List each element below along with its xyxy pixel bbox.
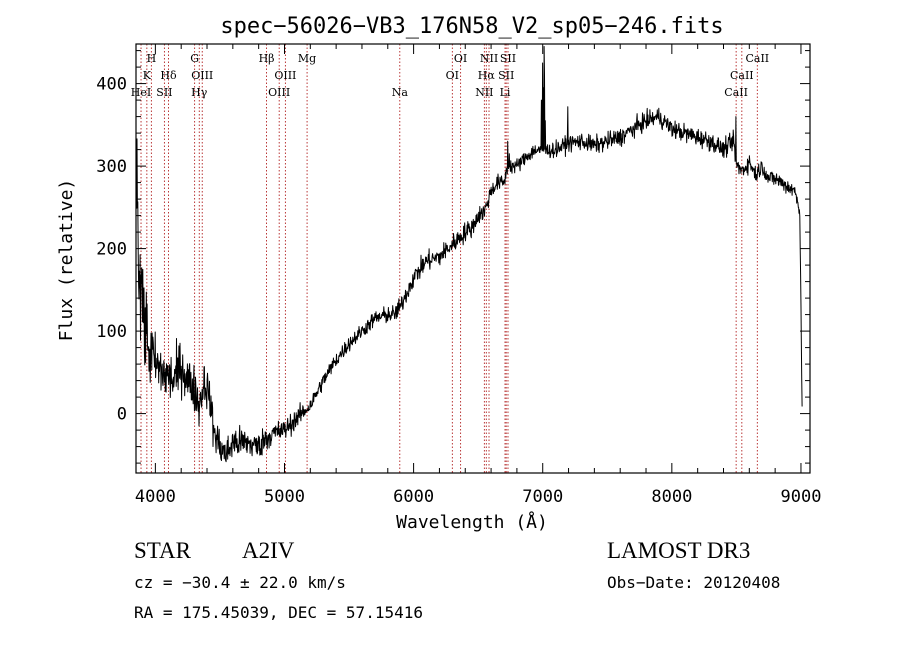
x-tick-label: 9000: [780, 487, 821, 507]
line-label: SII: [500, 52, 516, 65]
line-label: Hδ: [160, 69, 177, 82]
line-label: OIII: [191, 69, 213, 82]
line-label: SII: [156, 86, 172, 99]
line-label: OI: [446, 69, 459, 82]
line-label: OIII: [274, 69, 296, 82]
line-label: NII: [475, 86, 493, 99]
y-tick-label: 0: [117, 405, 127, 425]
y-tick-label: 100: [96, 322, 127, 342]
line-label: CaII: [724, 86, 748, 99]
line-label: OIII: [268, 86, 290, 99]
survey-name: LAMOST DR3: [607, 538, 751, 563]
line-label: SII: [498, 69, 514, 82]
line-label: CaII: [745, 52, 769, 65]
object-subclass: A2IV: [242, 538, 295, 563]
chart-title: spec−56026−VB3_176N58_V2_sp05−246.fits: [220, 14, 723, 39]
line-label: CaII: [730, 69, 754, 82]
line-markers: [140, 44, 758, 473]
y-tick-label: 300: [96, 157, 127, 177]
x-tick-label: 7000: [522, 487, 563, 507]
line-label: NII: [480, 52, 498, 65]
sky-coordinates: RA = 175.45039, DEC = 57.15416: [134, 603, 423, 622]
y-axis-label: Flux (relative): [56, 179, 77, 342]
plot-frame: [135, 43, 811, 474]
line-label: HeI: [131, 86, 151, 99]
line-label: Hβ: [259, 52, 275, 65]
line-label: Na: [392, 86, 409, 99]
axis-ticks: [136, 44, 810, 473]
line-label: G: [190, 52, 199, 65]
x-axis-label: Wavelength (Å): [396, 511, 548, 533]
y-tick-label: 400: [96, 75, 127, 95]
x-tick-label: 6000: [393, 487, 434, 507]
object-class: STAR: [134, 538, 191, 563]
x-tick-label: 4000: [135, 487, 176, 507]
line-label: H: [147, 52, 157, 65]
line-label: K: [143, 69, 152, 82]
x-tick-label: 8000: [651, 487, 692, 507]
observation-date: Obs−Date: 20120408: [607, 573, 781, 592]
line-label: Hγ: [191, 86, 208, 99]
line-label: Mg: [298, 52, 316, 65]
x-tick-label: 5000: [264, 487, 305, 507]
line-label: Li: [500, 86, 511, 99]
line-label: Hα: [478, 69, 496, 82]
redshift-velocity: cz = −30.4 ± 22.0 km/s: [134, 573, 346, 592]
axis-tick-labels: 4000 5000 6000 7000 8000 9000 0 100 200 300 400: [96, 75, 821, 507]
y-tick-label: 200: [96, 240, 127, 260]
line-label: OI: [454, 52, 467, 65]
spectrum-line: [136, 46, 803, 463]
